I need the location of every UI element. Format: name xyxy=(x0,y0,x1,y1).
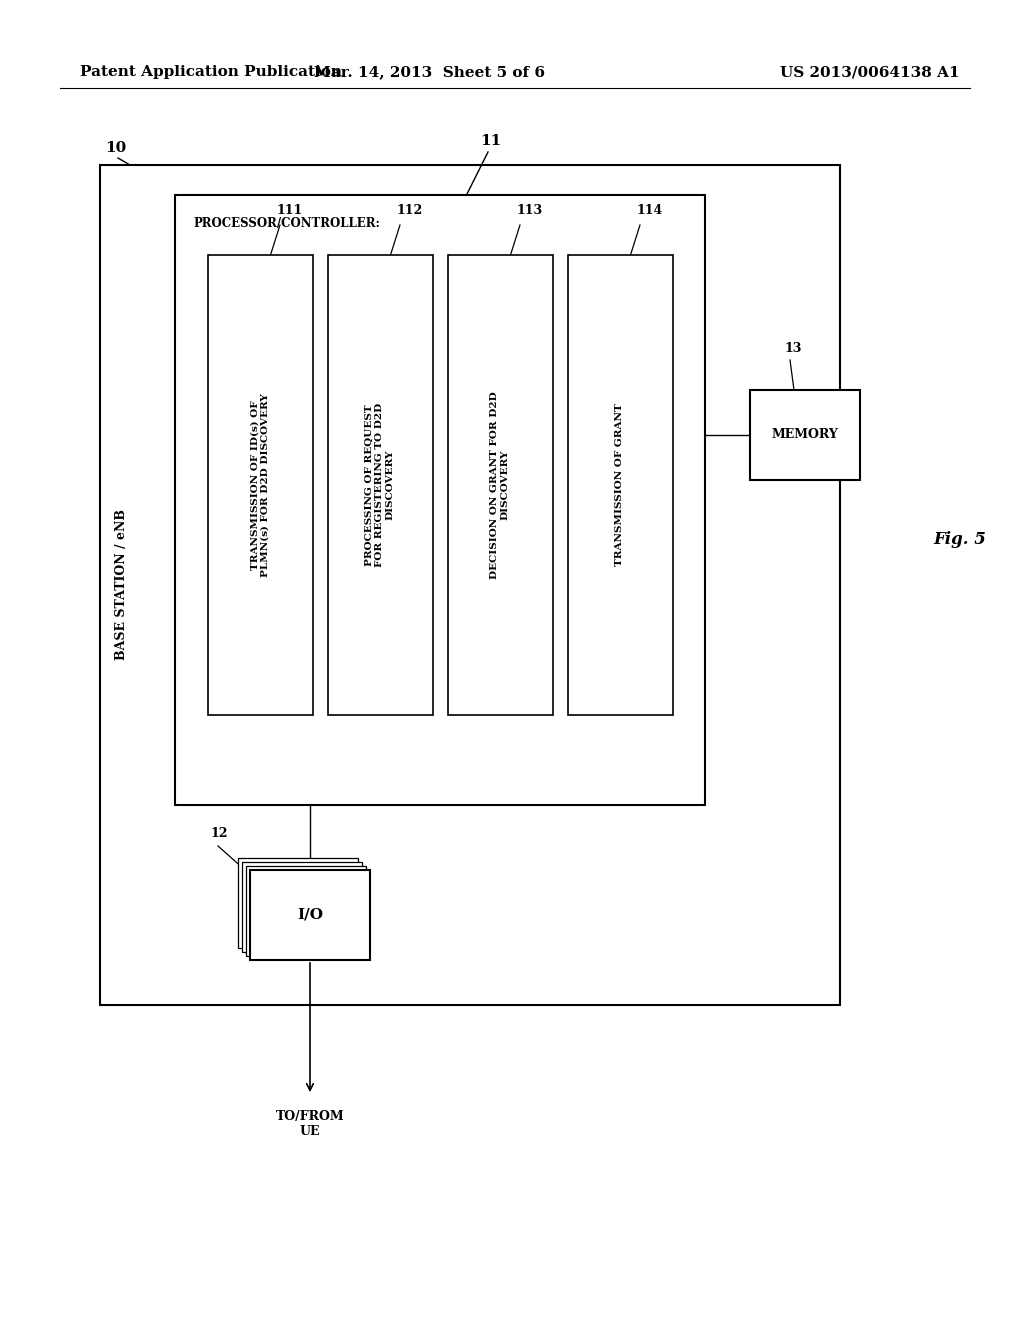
Bar xyxy=(250,870,370,960)
Text: 112: 112 xyxy=(397,205,423,216)
Bar xyxy=(100,165,840,1005)
Bar xyxy=(175,195,705,805)
Text: 13: 13 xyxy=(785,342,803,355)
Bar xyxy=(242,862,362,952)
Text: BASE STATION / eNB: BASE STATION / eNB xyxy=(116,510,128,660)
Bar xyxy=(567,255,673,715)
Text: DECISION ON GRANT FOR D2D
DISCOVERY: DECISION ON GRANT FOR D2D DISCOVERY xyxy=(490,391,510,579)
Text: 11: 11 xyxy=(480,135,502,148)
Text: TRANSMISSION OF ID(s) OF
PLMN(s) FOR D2D DISCOVERY: TRANSMISSION OF ID(s) OF PLMN(s) FOR D2D… xyxy=(250,393,269,577)
Text: Patent Application Publication: Patent Application Publication xyxy=(80,65,342,79)
Text: PROCESSOR/CONTROLLER:: PROCESSOR/CONTROLLER: xyxy=(193,216,380,230)
Text: US 2013/0064138 A1: US 2013/0064138 A1 xyxy=(780,65,959,79)
Text: 10: 10 xyxy=(105,141,126,154)
Text: 113: 113 xyxy=(517,205,543,216)
Text: Mar. 14, 2013  Sheet 5 of 6: Mar. 14, 2013 Sheet 5 of 6 xyxy=(314,65,546,79)
Text: 12: 12 xyxy=(210,828,227,840)
Bar xyxy=(246,866,366,956)
Text: TRANSMISSION OF GRANT: TRANSMISSION OF GRANT xyxy=(615,404,625,566)
Bar xyxy=(750,389,860,480)
Text: 114: 114 xyxy=(637,205,664,216)
Bar xyxy=(328,255,432,715)
Text: 111: 111 xyxy=(278,205,303,216)
Text: TO/FROM
UE: TO/FROM UE xyxy=(275,1110,344,1138)
Bar xyxy=(447,255,553,715)
Text: Fig. 5: Fig. 5 xyxy=(934,532,986,549)
Bar xyxy=(238,858,358,948)
Text: MEMORY: MEMORY xyxy=(771,429,839,441)
Text: PROCESSING OF REQUEST
FOR REGISTERING TO D2D
DISCOVERY: PROCESSING OF REQUEST FOR REGISTERING TO… xyxy=(366,403,395,568)
Text: I/O: I/O xyxy=(297,908,323,921)
Bar xyxy=(208,255,312,715)
